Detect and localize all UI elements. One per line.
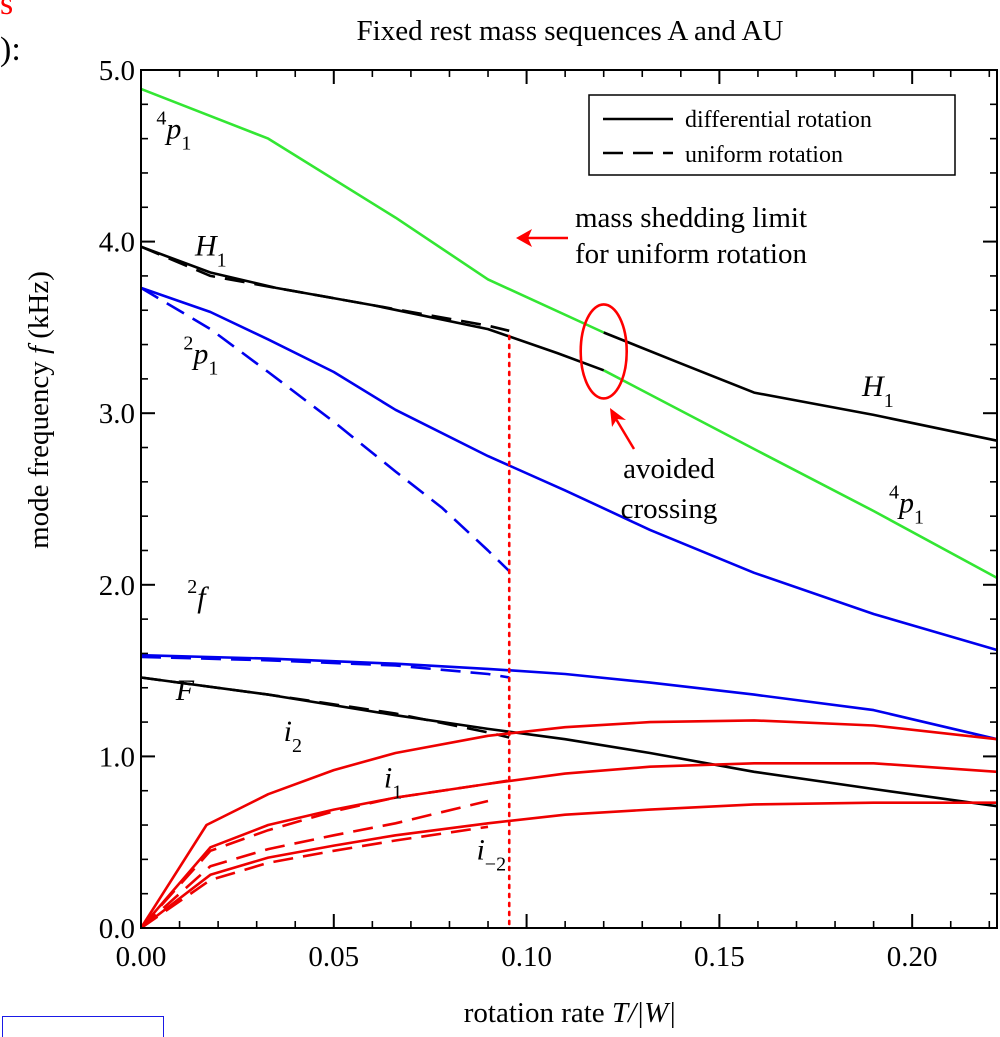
avoided-crossing-annotation: avoided crossing	[610, 408, 717, 525]
curve-label-p1-2: 2p1	[183, 332, 218, 379]
series-2p1-differential-5	[140, 286, 998, 652]
avoided-crossing-arrow-shaft	[611, 413, 636, 450]
avoided-crossing-ellipse	[579, 303, 629, 400]
mass-shedding-annotation: mass shedding limit for uniform rotation	[516, 202, 807, 270]
series-H1-differential-3	[603, 331, 998, 442]
y-tick-label: 0.0	[99, 913, 135, 945]
curve-labels-layer: 4p1 H1 2p1 H1 4p1 2f Fi2 i1 i−2	[156, 108, 924, 876]
y-tick-label: 2.0	[99, 570, 135, 602]
curve-label-F-6: F	[175, 674, 195, 707]
legend-uniform-label: uniform rotation	[685, 142, 843, 168]
x-tick-label: 0.00	[116, 941, 167, 973]
legend-box	[588, 94, 956, 176]
curve-label-H1-1: H1	[194, 229, 227, 271]
axes-layer: 0.00 0.05 0.10 0.15 0.20 0.0 1.0 2.0 3.0 4.0 5.0	[99, 55, 998, 973]
series-F-uniform-10	[140, 676, 510, 739]
series-H1-uniform-4	[140, 245, 510, 333]
series-4p1-differential-0	[140, 87, 605, 334]
x-tick-label: 0.20	[887, 941, 938, 973]
y-tick-label: 4.0	[99, 227, 135, 259]
y-axis-label: mode frequency f (kHz)	[23, 271, 55, 549]
series-i1-uniform-13	[140, 779, 510, 929]
series-i-2-differential-15	[140, 801, 997, 930]
series-layer	[139, 87, 998, 930]
x-tick-label: 0.15	[694, 941, 745, 973]
series-2f-differential-7	[140, 653, 998, 741]
avoided-crossing-label-2: crossing	[621, 493, 718, 525]
curve-label-i1-8: i1	[384, 761, 402, 803]
x-tick-label: 0.10	[501, 941, 552, 973]
avoided-crossing-arrow-head	[610, 408, 626, 427]
mass-shedding-label-1: mass shedding limit	[575, 202, 807, 234]
series-F-differential-9	[140, 676, 998, 808]
series-i2-differential-11	[139, 719, 998, 929]
series-2f-uniform-8	[140, 655, 510, 679]
curve-label-p1-4: 4p1	[889, 482, 924, 529]
series-i-2-uniform-16	[140, 825, 489, 930]
curve-label-i−2-9: i−2	[476, 833, 506, 875]
annotation-layer	[507, 303, 629, 930]
curve-label-p1-0: 4p1	[156, 108, 191, 155]
series-i0-uniform-14	[140, 799, 489, 929]
series-2p1-uniform-6	[140, 286, 511, 573]
x-tick-label: 0.05	[308, 941, 359, 973]
avoided-crossing-label-1: avoided	[623, 453, 715, 485]
cropped-blue-box	[2, 1016, 164, 1037]
cropped-black-text: ):	[0, 31, 21, 68]
plot-frame	[140, 69, 998, 929]
x-axis-label: rotation rate T/|W|	[464, 997, 676, 1029]
curve-label-i2-7: i2	[284, 715, 302, 757]
y-tick-label: 5.0	[99, 55, 135, 87]
legend: differential rotation uniform rotation	[588, 94, 956, 176]
mass-shedding-arrow-head	[516, 229, 532, 247]
mass-shedding-label-2: for uniform rotation	[575, 238, 807, 270]
y-tick-label: 1.0	[99, 741, 135, 773]
cropped-red-text: s	[0, 0, 13, 22]
y-tick-label: 3.0	[99, 398, 135, 430]
curve-label-H1-3: H1	[861, 370, 894, 412]
legend-differential-label: differential rotation	[685, 107, 872, 133]
chart-title: Fixed rest mass sequences A and AU	[357, 15, 784, 47]
curve-label-f-5: 2f	[187, 576, 209, 614]
series-H1-differential-2	[140, 245, 605, 372]
series-4p1-differential-1	[603, 369, 998, 580]
